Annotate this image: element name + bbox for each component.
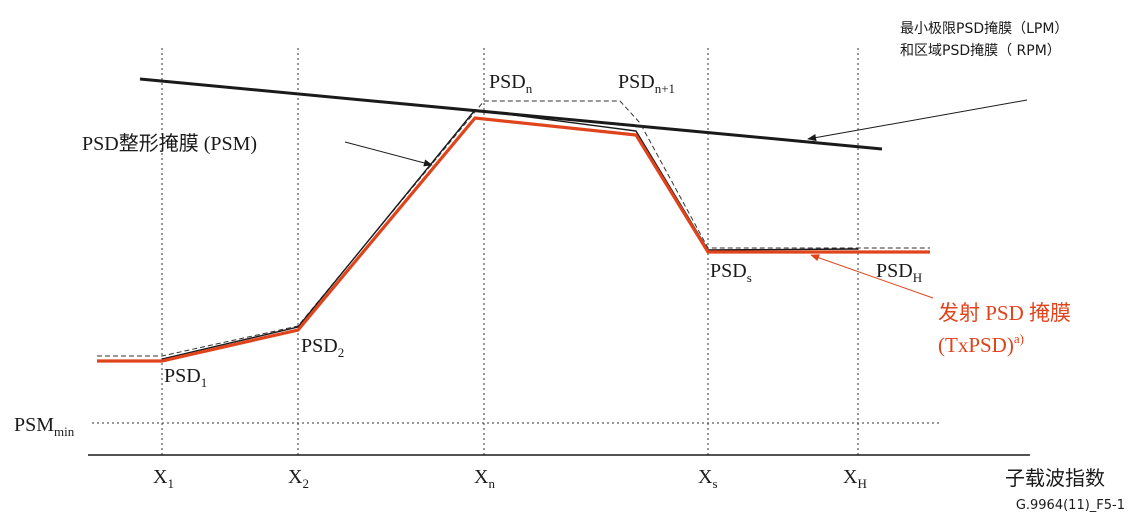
tick-x2: X2 [288, 466, 309, 491]
label-psm-min: PSMmin [14, 414, 75, 439]
tick-xs: Xs [698, 466, 718, 491]
txpsd-label-line2: (TxPSD)a) [938, 331, 1024, 357]
txpsd-line [97, 116, 930, 363]
tick-x1: X1 [153, 466, 174, 491]
psm-label: PSD整形掩膜 (PSM) [82, 132, 257, 155]
x-axis-label: 子载波指数 [1005, 466, 1105, 490]
lpm-label-line2: 和区域PSD掩膜（ RPM） [900, 43, 1061, 59]
label-psdh: PSDH [876, 260, 922, 285]
label-psd1: PSD1 [164, 365, 207, 390]
psm-arrow [344, 141, 433, 167]
txpsd-label-line1: 发射 PSD 掩膜 [938, 301, 1071, 325]
label-psds: PSDs [710, 260, 752, 285]
lpm-label-line1: 最小极限PSD掩膜（LPM） [900, 21, 1068, 37]
tick-xn: Xn [474, 466, 495, 491]
lpm-arrow [807, 99, 1028, 142]
psm-line [161, 109, 859, 360]
figure-id: G.9964(11)_F5-1 [1016, 498, 1125, 513]
label-psdn1: PSDn+1 [618, 71, 675, 96]
label-psd2: PSD2 [301, 335, 344, 360]
tick-xh: XH [843, 466, 867, 491]
txpsd-arrow [810, 254, 934, 299]
psm-dashed-outline [97, 100, 930, 357]
label-psdn: PSDn [489, 71, 533, 96]
